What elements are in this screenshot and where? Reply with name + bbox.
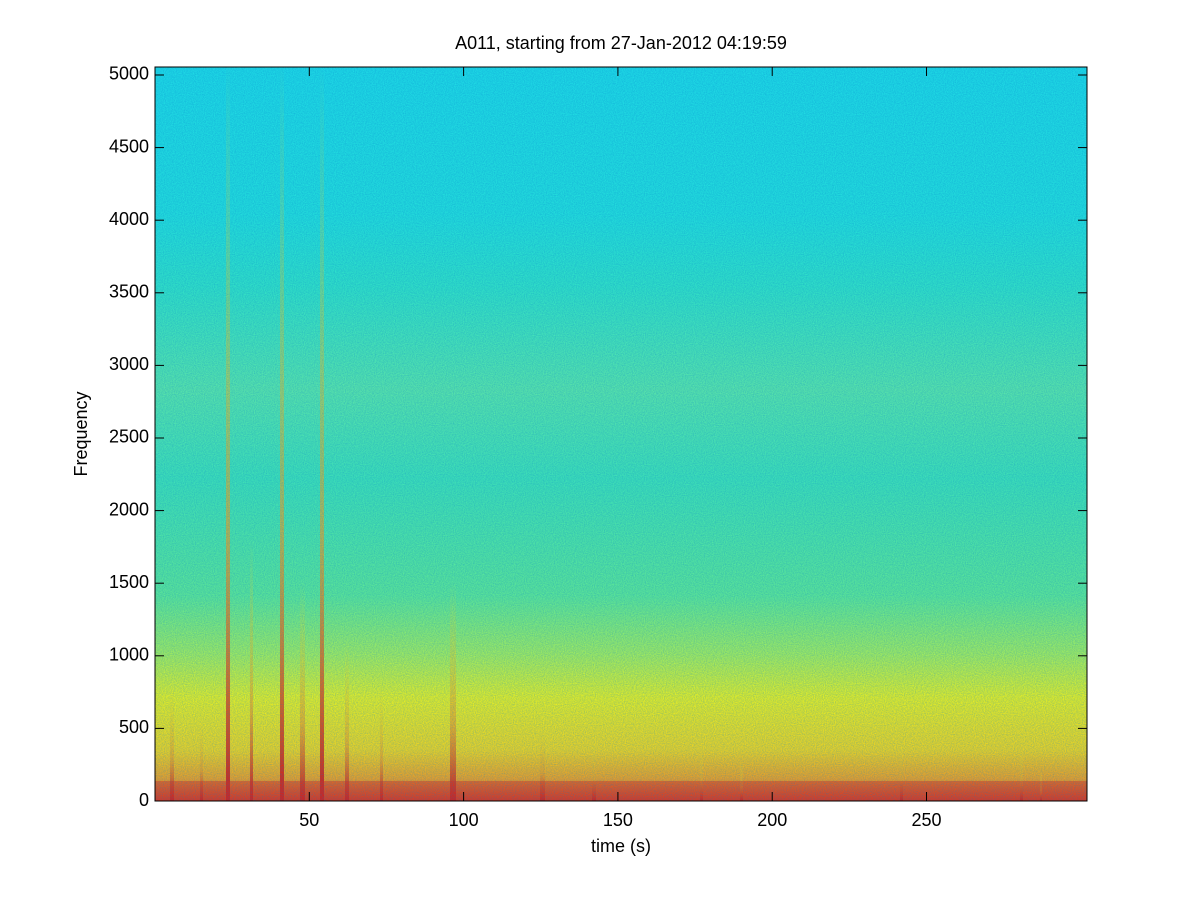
axes-box: [154, 66, 1088, 802]
y-tick-label: 3000: [109, 354, 149, 374]
y-axis-label: Frequency: [71, 391, 91, 476]
x-tick-label: 50: [299, 810, 319, 830]
y-tick-label: 4000: [109, 209, 149, 229]
y-tick-label: 1000: [109, 645, 149, 665]
y-tick-label: 2500: [109, 427, 149, 447]
y-tick-label: 3500: [109, 282, 149, 302]
y-tick-label: 1500: [109, 572, 149, 592]
y-tick-label: 2000: [109, 499, 149, 519]
y-tick-label: 5000: [109, 64, 149, 84]
chart-title: A011, starting from 27-Jan-2012 04:19:59: [455, 33, 787, 53]
x-tick-label: 100: [449, 810, 479, 830]
x-tick-label: 250: [911, 810, 941, 830]
y-tick-label: 500: [119, 717, 149, 737]
x-axis-label: time (s): [591, 836, 651, 856]
x-tick-label: 200: [757, 810, 787, 830]
spectrogram-image: [155, 67, 1087, 801]
y-tick-label: 0: [139, 790, 149, 810]
x-tick-label: 150: [603, 810, 633, 830]
y-tick-label: 4500: [109, 136, 149, 156]
